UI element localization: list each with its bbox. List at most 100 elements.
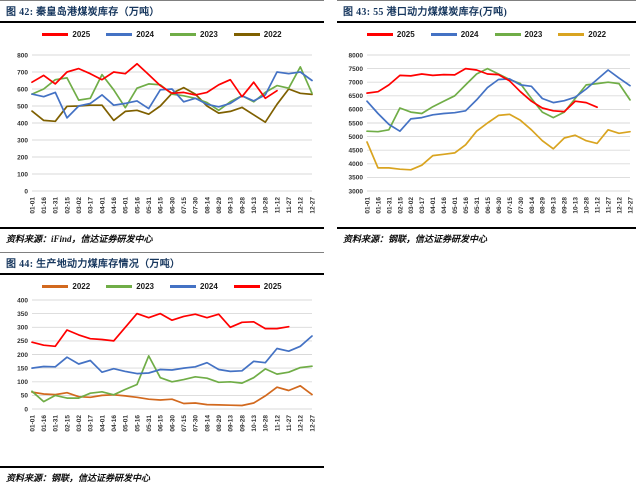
figure-43-legend: 2025 2024 2023 2022: [337, 23, 636, 42]
figure-43: 图 43: 55 港口动力煤煤炭库存(万吨) 2025 2024 2023 2022 …: [337, 0, 636, 247]
series-line-2024: [366, 69, 631, 133]
x-tick-label: 01-01: [29, 197, 36, 214]
figure-42-source: 资料来源：iFind，信达证券研发中心: [0, 227, 324, 247]
x-tick-label: 03-02: [408, 197, 415, 214]
x-tick-label: 12-12: [298, 415, 305, 432]
y-tick-label: 50: [21, 393, 29, 400]
x-tick-label: 09-28: [239, 197, 246, 214]
y-tick-label: 400: [17, 120, 28, 127]
x-tick-label: 01-01: [364, 197, 371, 214]
x-tick-label: 04-01: [430, 197, 437, 214]
legend-line-swatch: [494, 33, 521, 36]
x-tick-label: 03-17: [88, 415, 95, 432]
legend-label: 2025: [72, 30, 91, 39]
legend-item-2022: 2022: [558, 30, 606, 39]
x-tick-label: 09-13: [228, 197, 235, 214]
x-tick-label: 11-12: [595, 197, 602, 214]
x-tick-label: 10-13: [573, 197, 580, 214]
series-line-2023: [366, 67, 631, 133]
x-tick-label: 04-16: [441, 197, 448, 214]
legend-item-2024: 2024: [106, 30, 154, 39]
legend-item-2022: 2022: [233, 30, 282, 39]
x-tick-label: 08-29: [540, 197, 547, 214]
x-tick-label: 03-02: [76, 415, 83, 432]
x-tick-label: 08-14: [204, 415, 211, 432]
x-tick-label: 12-27: [309, 415, 316, 432]
x-tick-label: 05-01: [452, 197, 459, 214]
x-tick-label: 05-31: [146, 415, 153, 432]
series-line-2025: [366, 67, 598, 113]
y-tick-label: 0: [24, 188, 28, 195]
x-tick-label: 01-16: [41, 197, 48, 214]
series-line-2023: [31, 355, 313, 403]
x-tick-label: 05-16: [134, 415, 141, 432]
legend-line-swatch: [42, 285, 69, 288]
x-tick-label: 07-30: [193, 415, 200, 432]
y-tick-label: 250: [17, 338, 28, 345]
x-tick-label: 11-27: [286, 415, 293, 432]
y-tick-label: 200: [17, 352, 28, 359]
x-tick-label: 05-31: [474, 197, 481, 214]
x-tick-label: 05-01: [123, 415, 130, 432]
legend-line-swatch: [233, 285, 260, 288]
x-tick-label: 09-28: [562, 197, 569, 214]
legend-line-swatch: [42, 33, 69, 36]
x-tick-label: 03-17: [419, 197, 426, 214]
legend-item-2025: 2025: [366, 30, 415, 39]
legend-line-swatch: [366, 33, 393, 36]
series-line-2022: [31, 384, 313, 407]
legend-line-swatch: [106, 285, 133, 288]
legend-line-swatch: [170, 33, 196, 36]
figure-43-chart: 3000 3500 4000 4500 5000 5500 6000 6500 7000 7500…: [349, 52, 635, 214]
y-tick-label: 300: [17, 325, 28, 332]
y-tick-label: 3000: [349, 188, 364, 195]
legend-label: 2022: [72, 282, 91, 291]
legend-item-2025: 2025: [42, 30, 90, 39]
x-tick-label: 03-17: [88, 197, 95, 214]
legend-label: 2024: [460, 30, 479, 39]
figure-44-source: 资料来源：钢联，信达证券研发中心: [0, 466, 324, 486]
legend-label: 2023: [136, 282, 154, 291]
y-tick-label: 350: [17, 311, 28, 318]
y-tick-label: 400: [17, 297, 28, 304]
x-tick-label: 08-14: [204, 197, 211, 214]
x-tick-label: 09-28: [239, 415, 246, 432]
y-tick-label: 6500: [349, 93, 364, 100]
x-tick-label: 01-31: [386, 197, 393, 214]
figure-43-title: 图 43: 55 港口动力煤煤炭库存(万吨): [337, 0, 636, 23]
x-tick-label: 04-01: [99, 197, 106, 214]
x-tick-label: 01-16: [41, 415, 48, 432]
legend-item-2023: 2023: [494, 30, 543, 39]
x-tick-label: 07-15: [181, 415, 188, 432]
x-tick-label: 12-27: [627, 197, 634, 214]
x-tick-label: 05-31: [146, 197, 153, 214]
y-tick-label: 100: [17, 171, 28, 178]
y-tick-label: 800: [17, 52, 28, 59]
y-tick-label: 200: [17, 154, 28, 161]
series-line-2024: [31, 71, 313, 119]
x-tick-label: 04-16: [111, 197, 118, 214]
x-tick-label: 11-12: [274, 197, 281, 214]
y-tick-label: 100: [17, 379, 28, 386]
figure-43-source: 资料来源：钢联，信达证券研发中心: [337, 227, 636, 247]
legend-item-2024: 2024: [430, 30, 479, 39]
y-tick-label: 500: [17, 103, 28, 110]
legend-label: 2025: [396, 30, 415, 39]
y-tick-label: 150: [17, 365, 28, 372]
y-tick-label: 0: [24, 406, 28, 413]
y-tick-label: 700: [17, 69, 28, 76]
x-tick-label: 06-30: [169, 197, 176, 214]
y-tick-label: 5500: [349, 120, 364, 127]
x-tick-label: 08-29: [216, 197, 223, 214]
x-tick-label: 03-02: [76, 197, 83, 214]
x-tick-label: 05-16: [463, 197, 470, 214]
x-tick-label: 01-31: [53, 415, 60, 432]
legend-label: 2023: [200, 30, 218, 39]
legend-line-swatch: [558, 33, 585, 36]
legend-label: 2023: [524, 30, 543, 39]
legend-label: 2024: [136, 30, 154, 39]
y-tick-label: 5000: [349, 134, 364, 141]
x-tick-label: 08-14: [529, 197, 536, 214]
y-tick-label: 3500: [349, 175, 364, 182]
legend-line-swatch: [233, 33, 260, 36]
